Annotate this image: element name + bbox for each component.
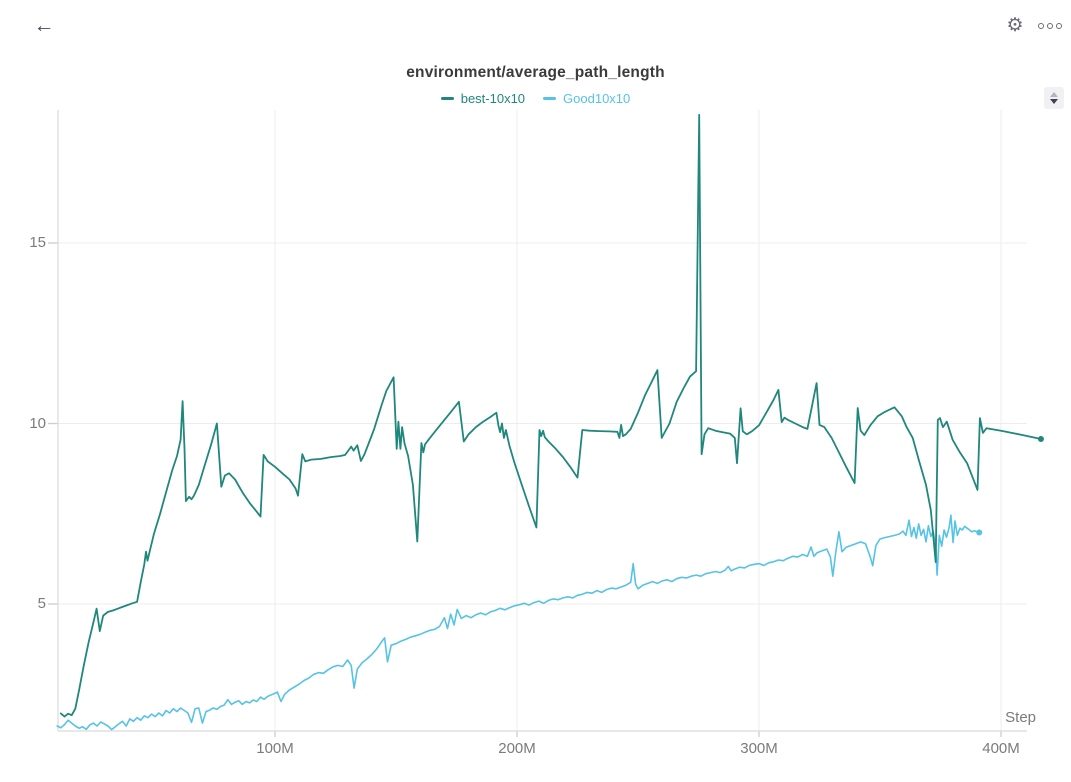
chevron-down-icon: [1050, 99, 1058, 104]
legend-item-Good10x10[interactable]: Good10x10: [543, 91, 630, 106]
gear-icon: ⚙: [1006, 15, 1024, 36]
series-end-dot-best-10x10: [1037, 436, 1044, 443]
back-button[interactable]: ←: [28, 10, 60, 42]
chevron-up-icon: [1050, 92, 1058, 97]
series-line-Good10x10[interactable]: [56, 514, 981, 731]
panel-stepper[interactable]: [1044, 87, 1064, 109]
legend-label: best-10x10: [460, 90, 526, 106]
legend-item-best-10x10[interactable]: best-10x10: [440, 90, 526, 106]
legend-label: Good10x10: [563, 90, 631, 106]
chart-legend: best-10x10 Good10x10: [0, 90, 1071, 106]
ellipsis-icon: [1038, 23, 1062, 29]
series-end-dot-Good10x10: [976, 529, 983, 536]
chart-title: environment/average_path_length: [406, 64, 665, 81]
more-options-button[interactable]: [1034, 10, 1066, 42]
legend-dash: [543, 96, 557, 100]
legend-dash: [440, 96, 454, 100]
series-line-best-10x10[interactable]: [59, 113, 1042, 718]
arrow-left-icon: ←: [33, 14, 55, 37]
settings-button[interactable]: ⚙: [1000, 10, 1030, 42]
